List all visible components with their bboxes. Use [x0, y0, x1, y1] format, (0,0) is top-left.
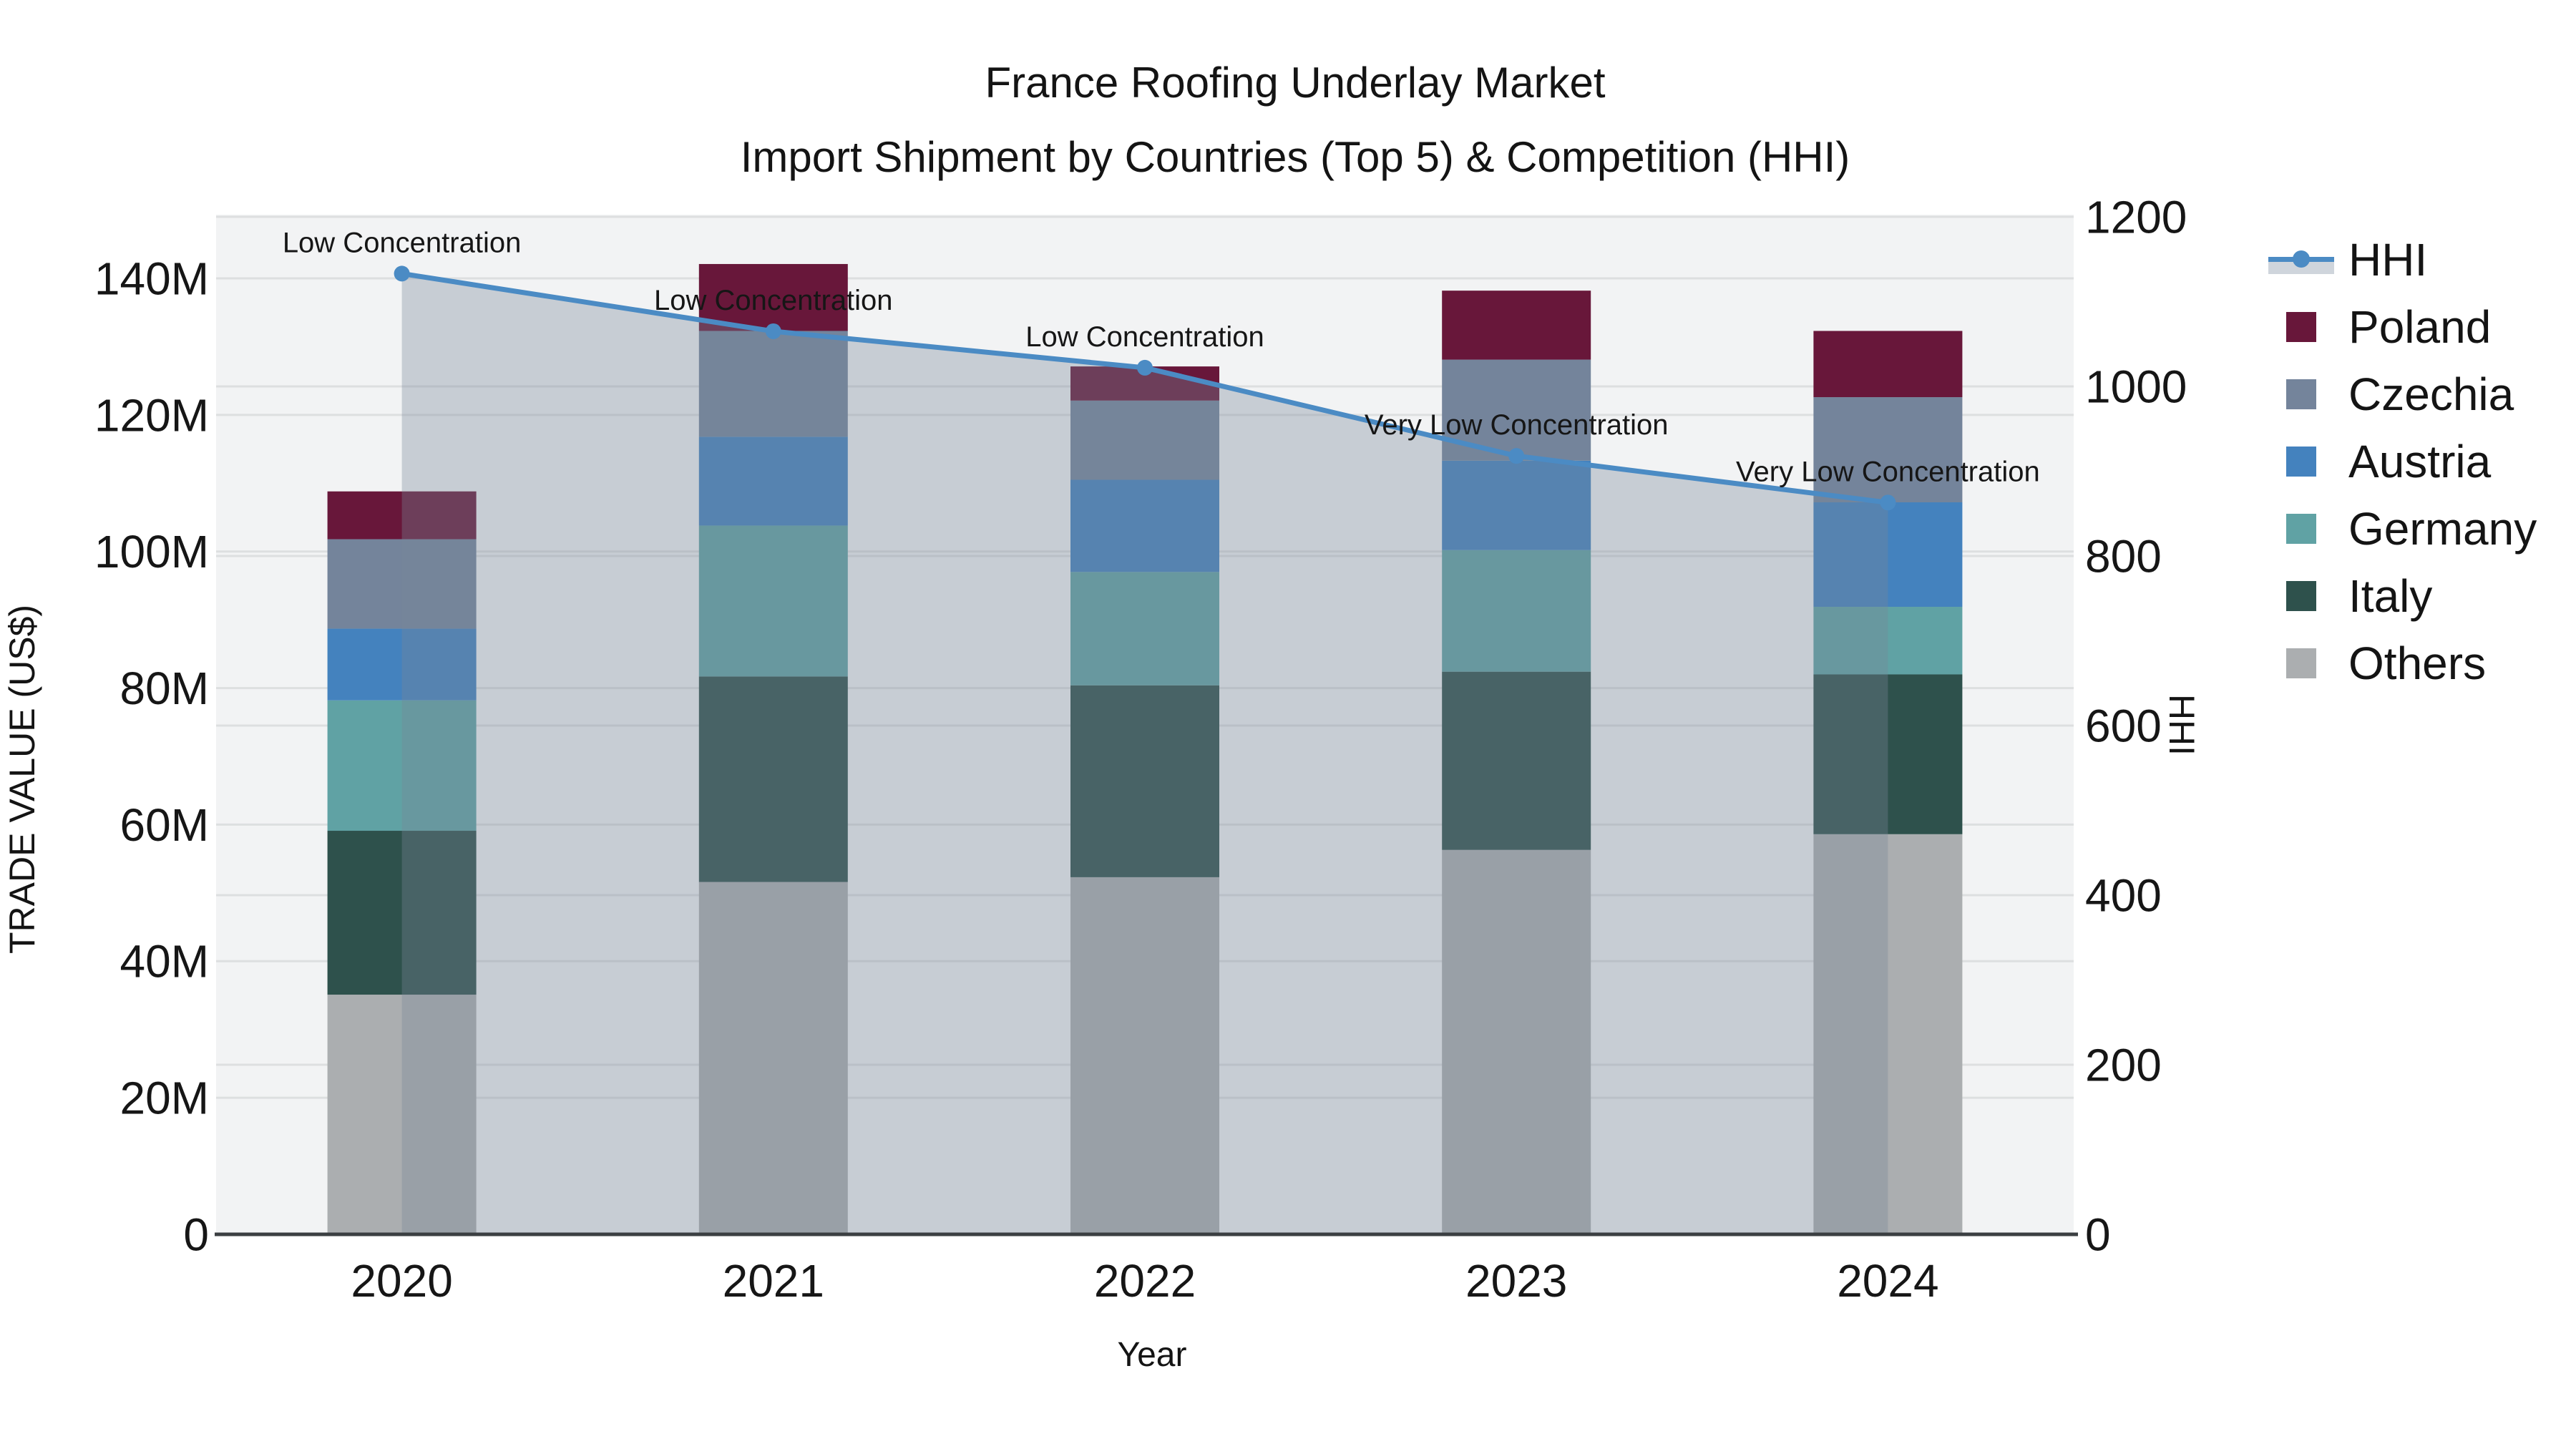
bar-segment-others-2022[interactable] [1070, 877, 1219, 1234]
y-right-tick-label: 0 [2085, 1209, 2111, 1260]
others-swatch-icon [2268, 646, 2334, 680]
y-left-tick-label: 120M [94, 389, 209, 441]
legend-label: Germany [2348, 503, 2537, 555]
bar-segment-italy-2023[interactable] [1442, 671, 1591, 850]
hhi-marker-2022[interactable] [1137, 359, 1153, 376]
y-right-tick-label: 400 [2085, 869, 2162, 921]
annotation-2024: Very Low Concentration [1736, 456, 2040, 487]
y-left-tick-label: 140M [94, 253, 209, 304]
y-left-tick-label: 80M [120, 663, 210, 714]
y-right-tick-label: 600 [2085, 700, 2162, 751]
legend-label: Czechia [2348, 369, 2514, 420]
italy-swatch-icon [2268, 579, 2334, 613]
x-tick-label: 2021 [723, 1255, 824, 1307]
x-axis-title: Year [1117, 1336, 1187, 1374]
y-right-tick-label: 200 [2085, 1039, 2162, 1091]
legend-item-italy[interactable]: Italy [2268, 562, 2537, 630]
y-right-tick-label: 1000 [2085, 361, 2187, 412]
y-right-axis-title: HHI [2162, 693, 2202, 756]
bar-segment-italy-2020[interactable] [327, 831, 477, 995]
germany-swatch-icon [2268, 512, 2334, 546]
hhi-area-fill [401, 273, 1888, 1234]
bar-segment-germany-2024[interactable] [1813, 607, 1963, 675]
y-right-tick-label: 1200 [2085, 191, 2187, 243]
bar-segment-poland-2020[interactable] [327, 491, 477, 540]
bar-segment-germany-2020[interactable] [327, 700, 477, 831]
legend: HHI Poland Czechia Austria Germany Italy [2268, 226, 2537, 697]
annotation-2020: Low Concentration [283, 227, 522, 258]
bar-segment-austria-2020[interactable] [327, 628, 477, 701]
x-tick-label: 2020 [351, 1255, 452, 1307]
bar-segment-others-2024[interactable] [1813, 834, 1963, 1234]
bar-segment-germany-2023[interactable] [1442, 550, 1591, 672]
bar-segment-austria-2024[interactable] [1813, 502, 1963, 608]
bar-segment-germany-2022[interactable] [1070, 572, 1219, 686]
hhi-marker-2023[interactable] [1508, 448, 1525, 464]
bar-segment-czechia-2022[interactable] [1070, 400, 1219, 480]
bar-segment-austria-2022[interactable] [1070, 479, 1219, 572]
legend-item-others[interactable]: Others [2268, 630, 2537, 697]
legend-label: Austria [2348, 436, 2492, 487]
chart-title-line2: Import Shipment by Countries (Top 5) & C… [740, 133, 1850, 181]
x-tick-label: 2024 [1837, 1255, 1938, 1307]
czechia-swatch-icon [2268, 377, 2334, 411]
bar-segment-austria-2021[interactable] [698, 436, 848, 526]
bar-segment-italy-2022[interactable] [1070, 685, 1219, 877]
legend-item-czechia[interactable]: Czechia [2268, 361, 2537, 428]
bar-segment-czechia-2020[interactable] [327, 539, 477, 629]
bar-segment-czechia-2024[interactable] [1813, 397, 1963, 503]
y-left-tick-label: 60M [120, 799, 210, 851]
legend-item-poland[interactable]: Poland [2268, 293, 2537, 361]
legend-item-hhi[interactable]: HHI [2268, 226, 2537, 293]
bar-segment-poland-2024[interactable] [1813, 331, 1963, 398]
y-left-tick-label: 20M [120, 1073, 210, 1124]
legend-item-germany[interactable]: Germany [2268, 495, 2537, 562]
legend-item-austria[interactable]: Austria [2268, 428, 2537, 495]
annotation-2022: Low Concentration [1025, 321, 1264, 353]
annotation-2021: Low Concentration [654, 285, 893, 316]
y-left-tick-label: 40M [120, 936, 210, 987]
bar-segment-poland-2021[interactable] [698, 263, 848, 331]
chart-title: France Roofing Underlay Market Import Sh… [365, 46, 2225, 195]
bar-segment-italy-2024[interactable] [1813, 674, 1963, 834]
annotation-2023: Very Low Concentration [1365, 409, 1669, 441]
hhi-marker-2021[interactable] [765, 323, 781, 339]
bar-segment-germany-2021[interactable] [698, 525, 848, 677]
hhi-line-marker-icon [2268, 243, 2334, 277]
chart-title-line1: France Roofing Underlay Market [985, 59, 1606, 107]
legend-label: Others [2348, 638, 2487, 689]
bar-segment-poland-2023[interactable] [1442, 291, 1591, 360]
austria-swatch-icon [2268, 444, 2334, 479]
legend-label: Italy [2348, 570, 2433, 622]
bar-segment-austria-2023[interactable] [1442, 460, 1591, 550]
y-left-axis-title: TRADE VALUE (US$) [2, 604, 42, 955]
bar-segment-czechia-2021[interactable] [698, 331, 848, 437]
bar-segment-others-2021[interactable] [698, 882, 848, 1234]
legend-label: Poland [2348, 301, 2492, 353]
bar-segment-italy-2021[interactable] [698, 676, 848, 882]
x-tick-label: 2023 [1465, 1255, 1567, 1307]
poland-swatch-icon [2268, 310, 2334, 344]
y-left-tick-label: 0 [183, 1209, 209, 1260]
legend-label: HHI [2348, 234, 2428, 286]
hhi-marker-2020[interactable] [394, 265, 410, 282]
bar-segment-others-2023[interactable] [1442, 849, 1591, 1234]
y-right-tick-label: 800 [2085, 530, 2162, 582]
bar-segment-others-2020[interactable] [327, 995, 477, 1234]
y-left-tick-label: 100M [94, 526, 209, 577]
hhi-marker-2024[interactable] [1880, 494, 1896, 511]
x-tick-label: 2022 [1094, 1255, 1196, 1307]
